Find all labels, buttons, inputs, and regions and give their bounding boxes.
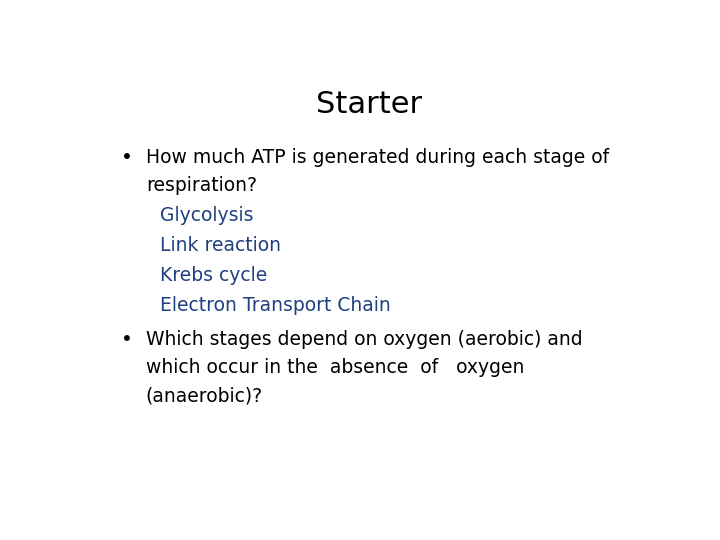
Text: respiration?: respiration? bbox=[145, 176, 257, 195]
Text: Electron Transport Chain: Electron Transport Chain bbox=[160, 296, 390, 315]
Text: Which stages depend on oxygen (aerobic) and: Which stages depend on oxygen (aerobic) … bbox=[145, 330, 582, 349]
Text: Link reaction: Link reaction bbox=[160, 236, 281, 255]
Text: Glycolysis: Glycolysis bbox=[160, 206, 253, 225]
Text: (anaerobic)?: (anaerobic)? bbox=[145, 387, 263, 406]
Text: •: • bbox=[121, 330, 132, 349]
Text: How much ATP is generated during each stage of: How much ATP is generated during each st… bbox=[145, 148, 609, 167]
Text: which occur in the  absence  of   oxygen: which occur in the absence of oxygen bbox=[145, 359, 524, 377]
Text: Krebs cycle: Krebs cycle bbox=[160, 266, 267, 285]
Text: •: • bbox=[121, 148, 132, 167]
Text: Starter: Starter bbox=[316, 90, 422, 119]
